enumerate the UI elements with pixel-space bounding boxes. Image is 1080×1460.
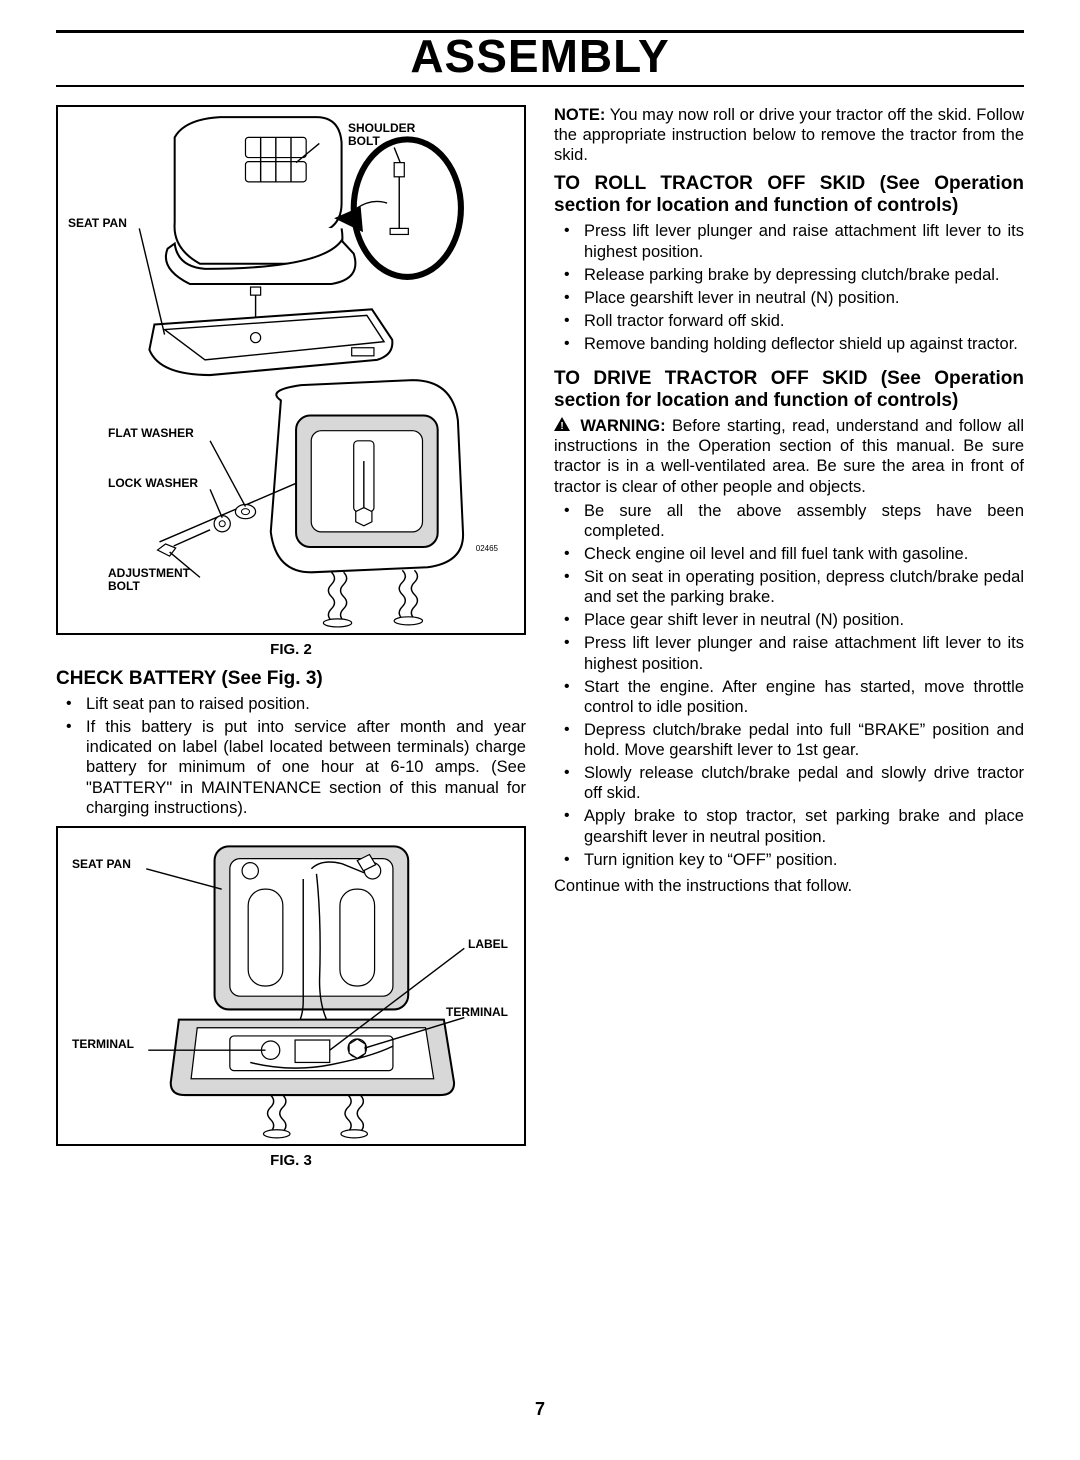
svg-text:!: !: [560, 421, 563, 431]
list-item: Press lift lever plunger and raise attac…: [554, 221, 1024, 261]
list-item: Release parking brake by depressing clut…: [554, 265, 1024, 285]
list-item: Place gearshift lever in neutral (N) pos…: [554, 288, 1024, 308]
warning-paragraph: ! WARNING: Before starting, read, unders…: [554, 416, 1024, 497]
list-item: Remove banding holding deflector shield …: [554, 334, 1024, 354]
list-item: Press lift lever plunger and raise attac…: [554, 633, 1024, 673]
fig2-caption: FIG. 2: [56, 641, 526, 658]
list-item: Slowly release clutch/brake pedal and sl…: [554, 763, 1024, 803]
left-column: SEAT SHOULDER BOLT SEAT PAN FLAT WASHER …: [56, 105, 526, 1179]
list-item: Turn ignition key to “OFF” position.: [554, 850, 1024, 870]
page-title: ASSEMBLY: [56, 29, 1024, 83]
list-item: Start the engine. After engine has start…: [554, 677, 1024, 717]
page: ASSEMBLY SEAT SHOULDER BOLT SEAT PAN FLA…: [0, 0, 1080, 1460]
list-item: Apply brake to stop tractor, set parking…: [554, 806, 1024, 846]
note-text: You may now roll or drive your tractor o…: [554, 106, 1024, 164]
note-paragraph: NOTE: You may now roll or drive your tra…: [554, 105, 1024, 165]
list-item: Place gear shift lever in neutral (N) po…: [554, 610, 1024, 630]
drive-list: Be sure all the above assembly steps hav…: [554, 501, 1024, 870]
fig3-diagram: [58, 828, 524, 1144]
figure-3-box: SEAT PAN LABEL TERMINAL TERMINAL: [56, 826, 526, 1146]
warning-icon: !: [554, 417, 576, 435]
list-item: Sit on seat in operating position, depre…: [554, 567, 1024, 607]
columns: SEAT SHOULDER BOLT SEAT PAN FLAT WASHER …: [56, 105, 1024, 1179]
warning-label: WARNING:: [580, 417, 665, 435]
list-item: Depress clutch/brake pedal into full “BR…: [554, 720, 1024, 760]
check-battery-head: CHECK BATTERY (See Fig. 3): [56, 668, 526, 690]
fig3-caption: FIG. 3: [56, 1152, 526, 1169]
roll-list: Press lift lever plunger and raise attac…: [554, 221, 1024, 354]
check-battery-list: Lift seat pan to raised position. If thi…: [56, 694, 526, 818]
list-item: If this battery is put into service afte…: [56, 717, 526, 818]
right-column: NOTE: You may now roll or drive your tra…: [554, 105, 1024, 1179]
list-item: Roll tractor forward off skid.: [554, 311, 1024, 331]
fig2-diagram: [58, 107, 524, 633]
page-number: 7: [56, 1399, 1024, 1420]
list-item: Lift seat pan to raised position.: [56, 694, 526, 714]
drive-head: TO DRIVE TRACTOR OFF SKID (See Operation…: [554, 368, 1024, 412]
continue-text: Continue with the instructions that foll…: [554, 876, 1024, 896]
title-underline: [56, 85, 1024, 87]
note-label: NOTE:: [554, 106, 605, 124]
figure-2-box: SEAT SHOULDER BOLT SEAT PAN FLAT WASHER …: [56, 105, 526, 635]
roll-head: TO ROLL TRACTOR OFF SKID (See Operation …: [554, 173, 1024, 217]
list-item: Be sure all the above assembly steps hav…: [554, 501, 1024, 541]
list-item: Check engine oil level and fill fuel tan…: [554, 544, 1024, 564]
